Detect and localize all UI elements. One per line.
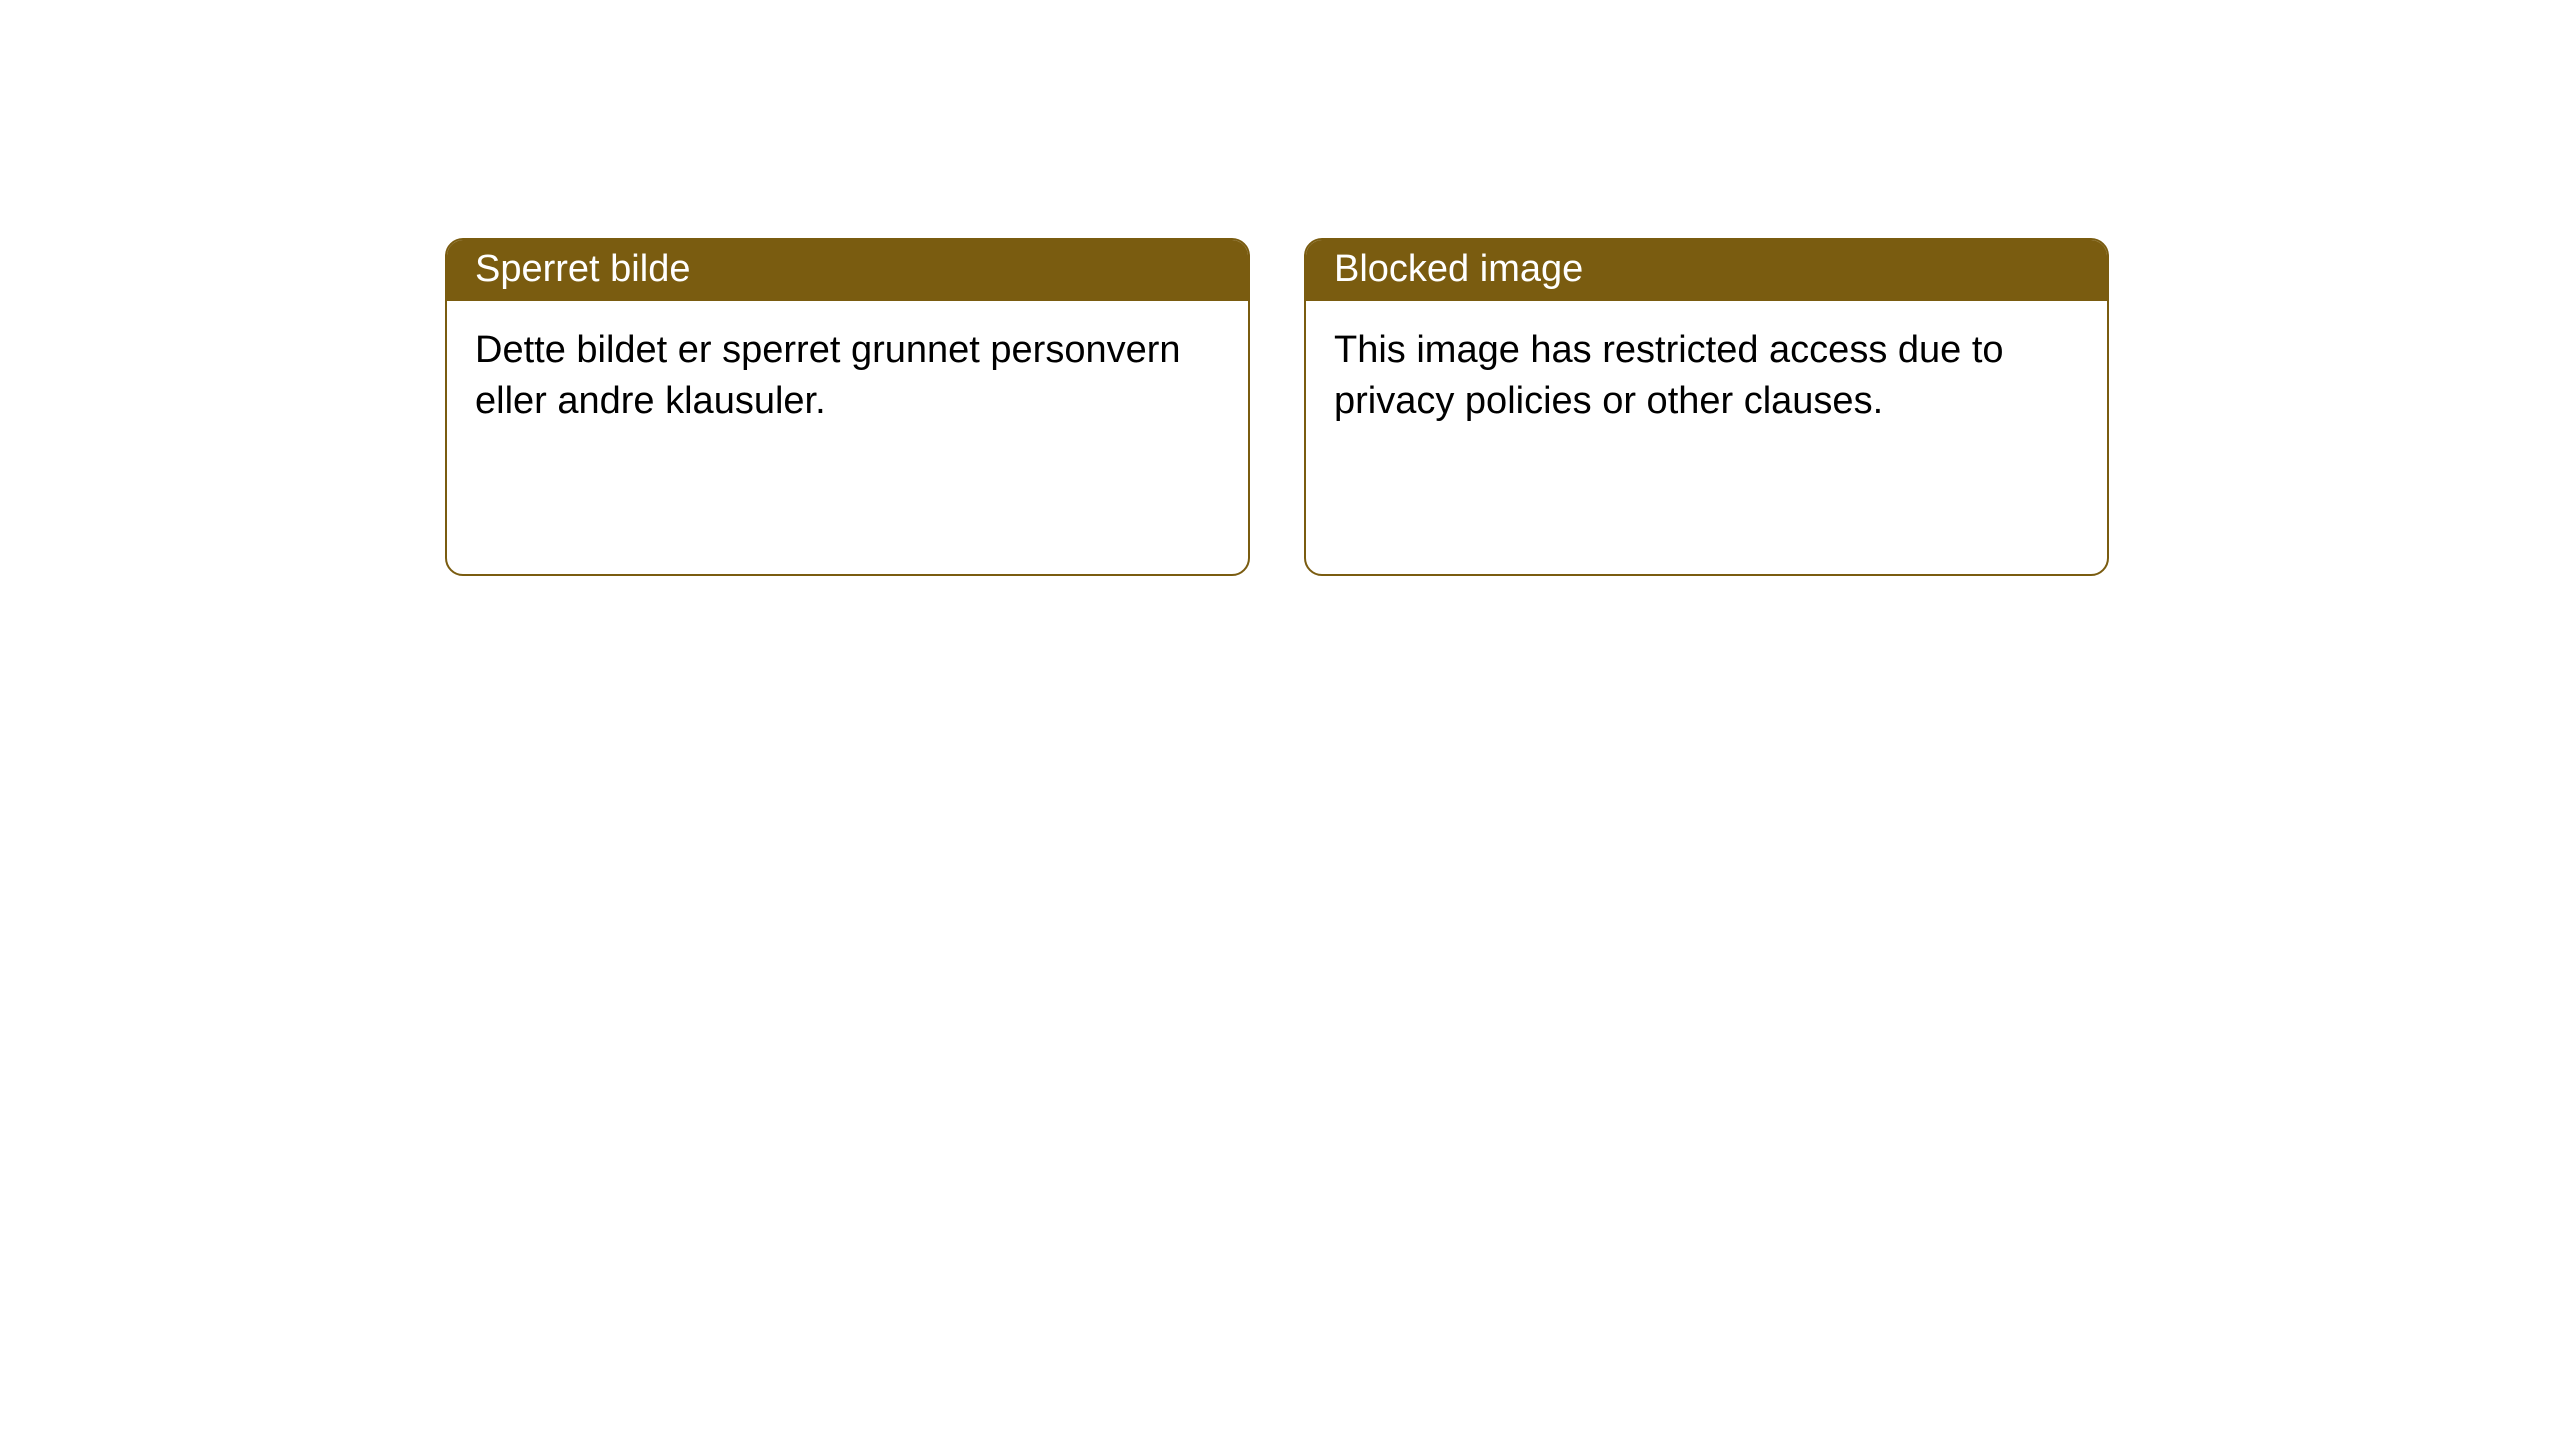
notice-header: Blocked image xyxy=(1306,240,2107,301)
notice-card-english: Blocked image This image has restricted … xyxy=(1304,238,2109,576)
notice-header: Sperret bilde xyxy=(447,240,1248,301)
notice-body: This image has restricted access due to … xyxy=(1306,301,2107,452)
notice-card-norwegian: Sperret bilde Dette bildet er sperret gr… xyxy=(445,238,1250,576)
notice-body: Dette bildet er sperret grunnet personve… xyxy=(447,301,1248,452)
notice-container: Sperret bilde Dette bildet er sperret gr… xyxy=(0,0,2560,576)
